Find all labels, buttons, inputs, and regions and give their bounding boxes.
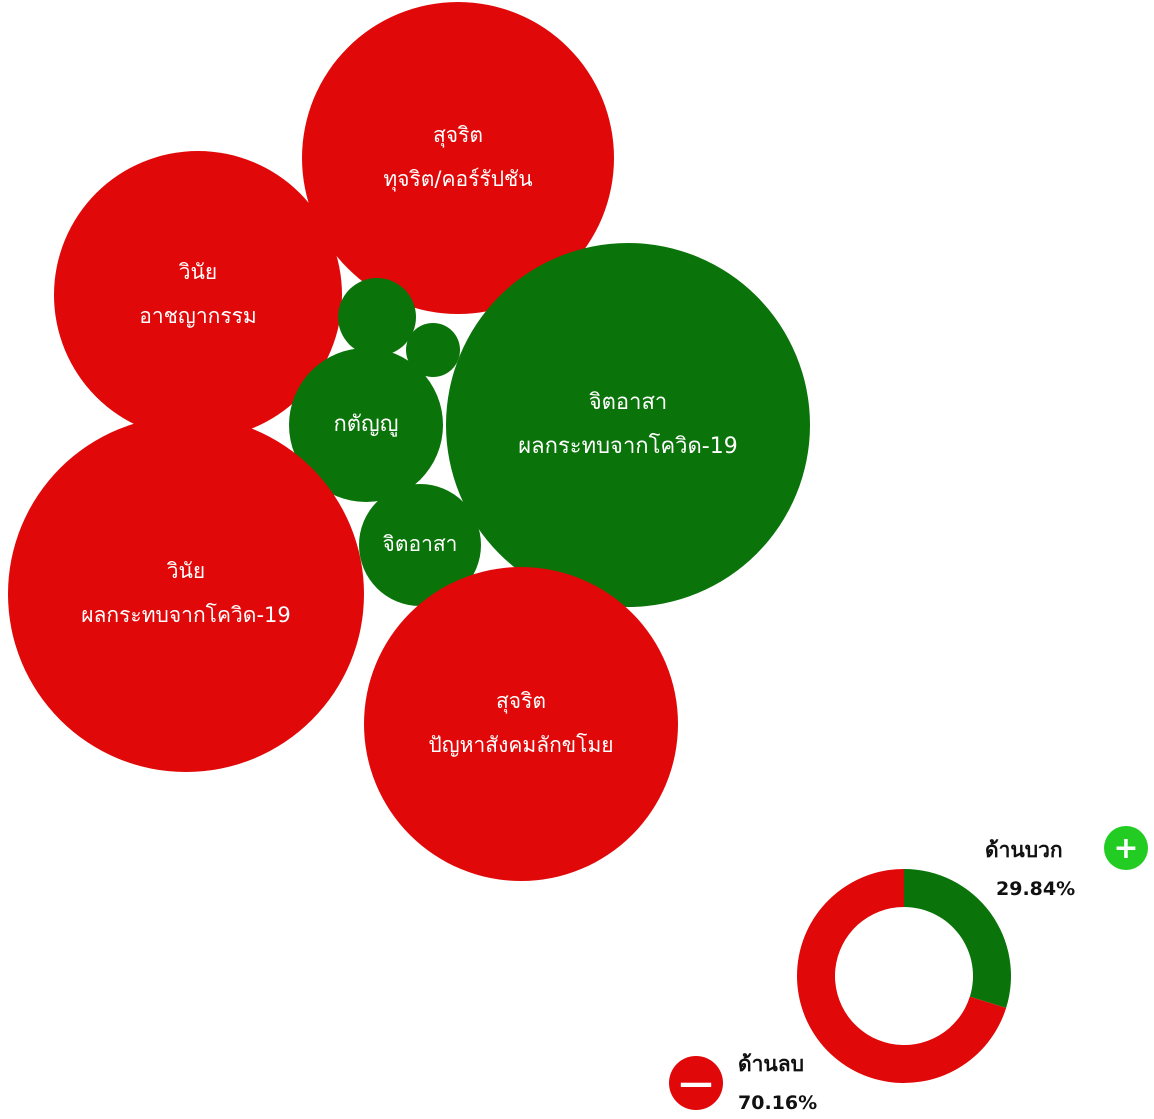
legend-negative-value: 70.16% — [738, 1092, 818, 1114]
donut-slice-negative — [796, 869, 1007, 1083]
donut-chart — [796, 869, 1011, 1083]
bubble-label: สุจริต — [433, 123, 483, 148]
legend-positive-label: ด้านบวก — [985, 838, 1063, 862]
bubble-label: วินัย — [167, 559, 206, 583]
bubble-negative — [364, 567, 678, 881]
bubble-negative — [302, 2, 614, 314]
bubble-positive — [359, 484, 481, 606]
bubble-label: จิตอาสา — [589, 390, 668, 415]
bubble-label: กตัญญู — [333, 412, 398, 437]
bubble-label: ทุจริต/คอร์รัปชัน — [383, 167, 532, 192]
legend-negative-label: ด้านลบ — [738, 1052, 804, 1076]
bubble-positive — [338, 278, 416, 356]
bubble-negative — [54, 151, 342, 439]
bubble-positive — [406, 323, 460, 377]
minus-icon: — — [669, 1056, 723, 1110]
bubble-label: อาชญากรรม — [139, 304, 256, 328]
bubble-label: ผลกระทบจากโควิด-19 — [518, 433, 737, 459]
legend-positive-value: 29.84% — [996, 878, 1076, 900]
plus-icon: + — [1104, 826, 1148, 870]
bubble-positive — [289, 348, 443, 502]
bubble-label: ปัญหาสังคมลักขโมย — [428, 733, 613, 757]
bubbles-layer: สุจริตทุจริต/คอร์รัปชันวินัยอาชญากรรมจิต… — [8, 2, 810, 881]
bubble-label: วินัย — [179, 260, 218, 284]
bubble-label: จิตอาสา — [383, 532, 458, 556]
bubble-positive — [446, 243, 810, 607]
bubble-label: ผลกระทบจากโควิด-19 — [81, 603, 291, 627]
bubble-negative — [8, 416, 364, 772]
bubble-label: สุจริต — [496, 689, 546, 714]
donut-slice-positive — [904, 869, 1011, 1009]
